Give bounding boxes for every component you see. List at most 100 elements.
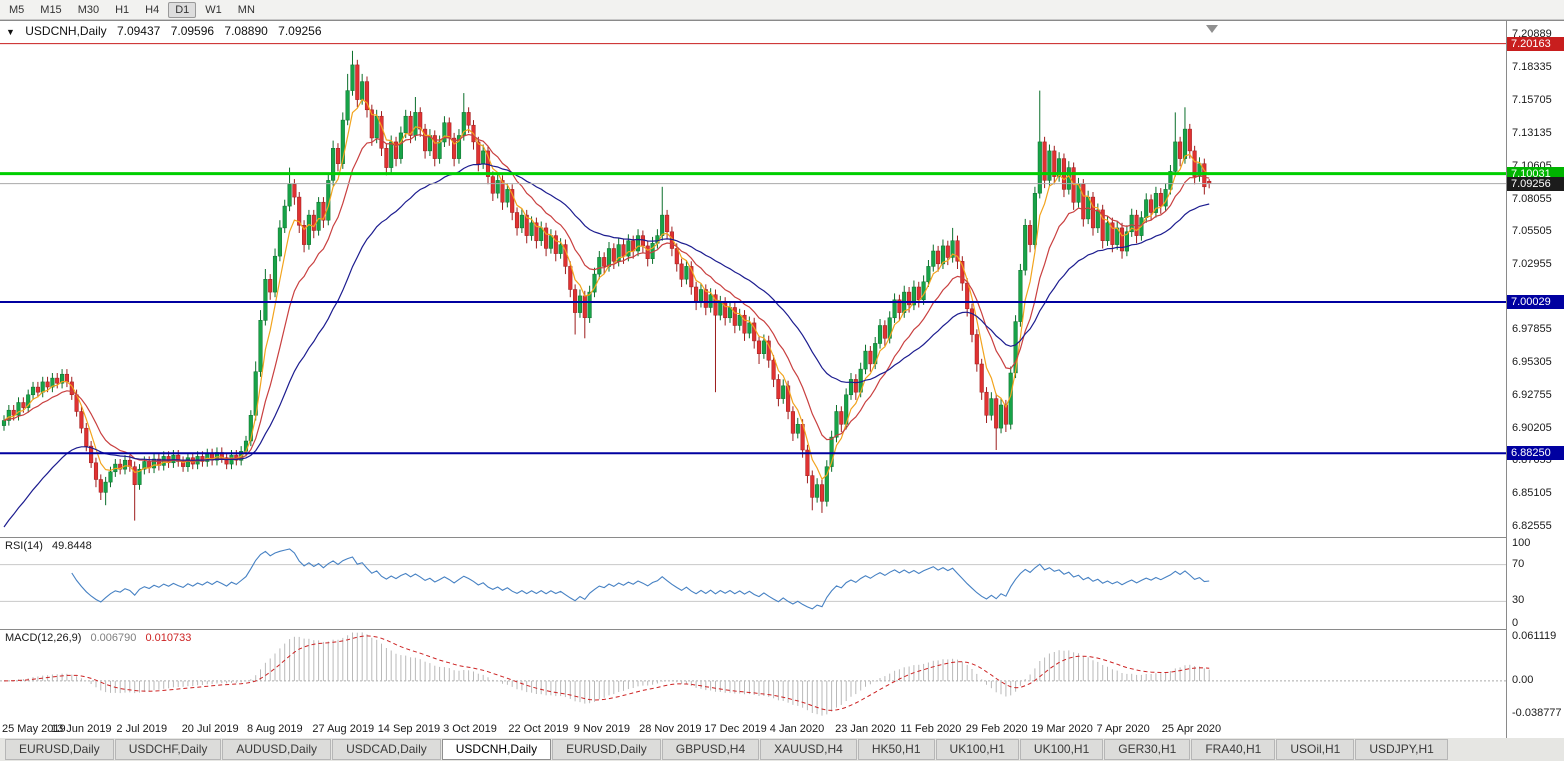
rsi-axis-tick: 30 — [1512, 594, 1525, 607]
chart-tab[interactable]: AUDUSD,Daily — [222, 739, 332, 760]
chart-tab[interactable]: USDCAD,Daily — [332, 739, 441, 760]
date-axis-label: 2 Jul 2019 — [116, 723, 168, 735]
timeframe-button-m5[interactable]: M5 — [9, 3, 25, 16]
date-axis-label: 28 Nov 2019 — [639, 723, 702, 735]
date-axis-label: 20 Jul 2019 — [181, 723, 239, 735]
pane-divider[interactable] — [0, 537, 1564, 538]
chart-tab[interactable]: USDCNH,Daily — [441, 739, 552, 760]
price-axis-tick: 6.95305 — [1512, 356, 1552, 369]
rsi-value: 49.8448 — [51, 540, 92, 552]
price-axis-tick: 6.97855 — [1512, 323, 1552, 336]
price-axis-tick: 7.02955 — [1512, 257, 1552, 270]
timeframe-button-h1[interactable]: H1 — [115, 3, 130, 16]
quote-close: 7.09256 — [278, 24, 322, 38]
price-axis: 7.20889 7.18335 7.15705 7.13135 7.10605 7.080… — [1506, 21, 1564, 738]
date-axis-label: 27 Aug 2019 — [312, 723, 375, 735]
chart-tab-bar: EURUSD,Daily USDCHF,Daily AUDUSD,Daily USDC… — [0, 737, 1564, 761]
chart-tab[interactable]: GER30,H1 — [1104, 739, 1191, 760]
chart-window: 25 May 2019 13 Jun 2019 2 Jul 2019 20 Jul 2… — [0, 20, 1564, 738]
rsi-label: RSI(14) 49.8448 — [5, 540, 98, 552]
chart-tab[interactable]: HK50,H1 — [857, 739, 935, 760]
date-axis-label: 9 Nov 2019 — [573, 723, 630, 735]
symbol-dropdown-icon[interactable]: ▼ — [6, 27, 15, 37]
timeframe-button-d1[interactable]: D1 — [168, 1, 197, 18]
date-axis-label: 4 Jan 2020 — [769, 723, 825, 735]
chart-tab[interactable]: EURUSD,Daily — [552, 739, 661, 760]
price-level-badge: 7.00029 — [1507, 295, 1564, 309]
macd-signal-value: 0.010733 — [145, 632, 192, 644]
chart-tab[interactable]: XAUUSD,H4 — [760, 739, 857, 760]
main-chart-canvas[interactable] — [0, 21, 1506, 537]
date-axis: 25 May 2019 13 Jun 2019 2 Jul 2019 20 Jul 2… — [0, 719, 1506, 738]
date-axis-label: 8 Aug 2019 — [247, 723, 303, 735]
rsi-axis-tick: 70 — [1512, 557, 1525, 570]
candlesticks — [1, 50, 1212, 521]
price-axis-tick: 7.05505 — [1512, 225, 1552, 238]
ma-slow-line — [3, 163, 1210, 528]
price-axis-tick: 6.87655 — [1512, 454, 1552, 467]
chart-info-line: ▼ USDCNH,Daily 7.09437 7.09596 7.08890 7… — [6, 24, 329, 38]
pane-divider[interactable] — [0, 629, 1564, 630]
price-level-badge: 6.88250 — [1507, 446, 1564, 461]
timeframe-button-w1[interactable]: W1 — [205, 3, 222, 16]
quote-high: 7.09596 — [170, 24, 215, 38]
date-axis-label: 13 Jun 2019 — [51, 723, 112, 735]
macd-label: MACD(12,26,9) 0.006790 0.010733 — [5, 632, 197, 644]
timeframe-button-h4[interactable]: H4 — [145, 3, 160, 16]
timeframe-button-m30[interactable]: M30 — [77, 3, 100, 16]
macd-axis-tick: 0.061119 — [1512, 630, 1557, 642]
chart-tab[interactable]: UK100,H1 — [1019, 739, 1104, 760]
timeframe-toolbar: M5 M15 M30 H1 H4 D1 W1 MN — [0, 0, 1564, 20]
rsi-axis-tick: 100 — [1512, 537, 1531, 549]
price-axis-tick: 7.13135 — [1512, 127, 1552, 140]
macd-axis-tick: 0.00 — [1512, 673, 1534, 686]
date-axis-label: 29 Feb 2020 — [965, 723, 1028, 735]
macd-canvas[interactable] — [0, 629, 1506, 719]
macd-main-value: 0.006790 — [90, 632, 137, 644]
rsi-name: RSI(14) — [5, 540, 43, 552]
price-axis-tick: 7.15705 — [1512, 94, 1552, 107]
price-axis-tick: 6.82555 — [1512, 519, 1552, 532]
price-axis-tick: 7.20889 — [1512, 27, 1552, 40]
date-axis-label: 11 Feb 2020 — [900, 723, 962, 735]
quote-open: 7.09437 — [116, 24, 161, 38]
price-axis-tick: 6.92755 — [1512, 388, 1552, 401]
date-axis-label: 3 Oct 2019 — [443, 723, 497, 735]
chart-tab[interactable]: USDCHF,Daily — [114, 739, 222, 760]
chart-tab[interactable]: USDJPY,H1 — [1355, 739, 1448, 760]
chart-tab[interactable]: FRA40,H1 — [1191, 739, 1276, 760]
chart-tab[interactable]: GBPUSD,H4 — [661, 739, 760, 760]
date-axis-label: 14 Sep 2019 — [377, 723, 441, 735]
price-level-badge: 7.20163 — [1507, 36, 1564, 51]
date-axis-label: 25 Apr 2020 — [1161, 723, 1222, 735]
chart-tab[interactable]: USOil,H1 — [1276, 739, 1355, 760]
chart-symbol: USDCNH,Daily — [25, 24, 107, 38]
rsi-axis-tick: 0 — [1512, 617, 1519, 629]
chart-shift-marker[interactable] — [1206, 25, 1218, 33]
price-axis-tick: 7.18335 — [1512, 60, 1552, 73]
macd-histogram — [8, 632, 1210, 716]
macd-axis-tick: -0.038777 — [1512, 707, 1562, 719]
timeframe-button-m15[interactable]: M15 — [40, 3, 62, 16]
date-axis-label: 22 Oct 2019 — [508, 723, 569, 735]
price-axis-tick: 7.10605 — [1512, 160, 1552, 172]
price-axis-tick: 6.85105 — [1512, 487, 1552, 500]
rsi-line — [71, 548, 1210, 610]
quote-low: 7.08890 — [224, 24, 268, 38]
rsi-canvas[interactable] — [0, 537, 1506, 629]
chart-tab[interactable]: UK100,H1 — [935, 739, 1019, 760]
date-axis-label: 23 Jan 2020 — [835, 723, 896, 735]
timeframe-button-mn[interactable]: MN — [237, 3, 255, 16]
price-level-badge: 7.09256 — [1507, 176, 1564, 191]
price-axis-tick: 6.90205 — [1512, 421, 1552, 434]
macd-name: MACD(12,26,9) — [5, 632, 82, 644]
date-axis-label: 25 May 2019 — [2, 723, 66, 735]
price-axis-tick: 7.08055 — [1512, 192, 1552, 205]
chart-tab[interactable]: EURUSD,Daily — [5, 739, 114, 760]
macd-signal-line — [3, 635, 1210, 711]
date-axis-label: 19 Mar 2020 — [1031, 723, 1093, 735]
date-axis-label: 7 Apr 2020 — [1096, 723, 1150, 735]
date-axis-label: 17 Dec 2019 — [704, 723, 767, 735]
ma-fast-line — [3, 98, 1210, 481]
